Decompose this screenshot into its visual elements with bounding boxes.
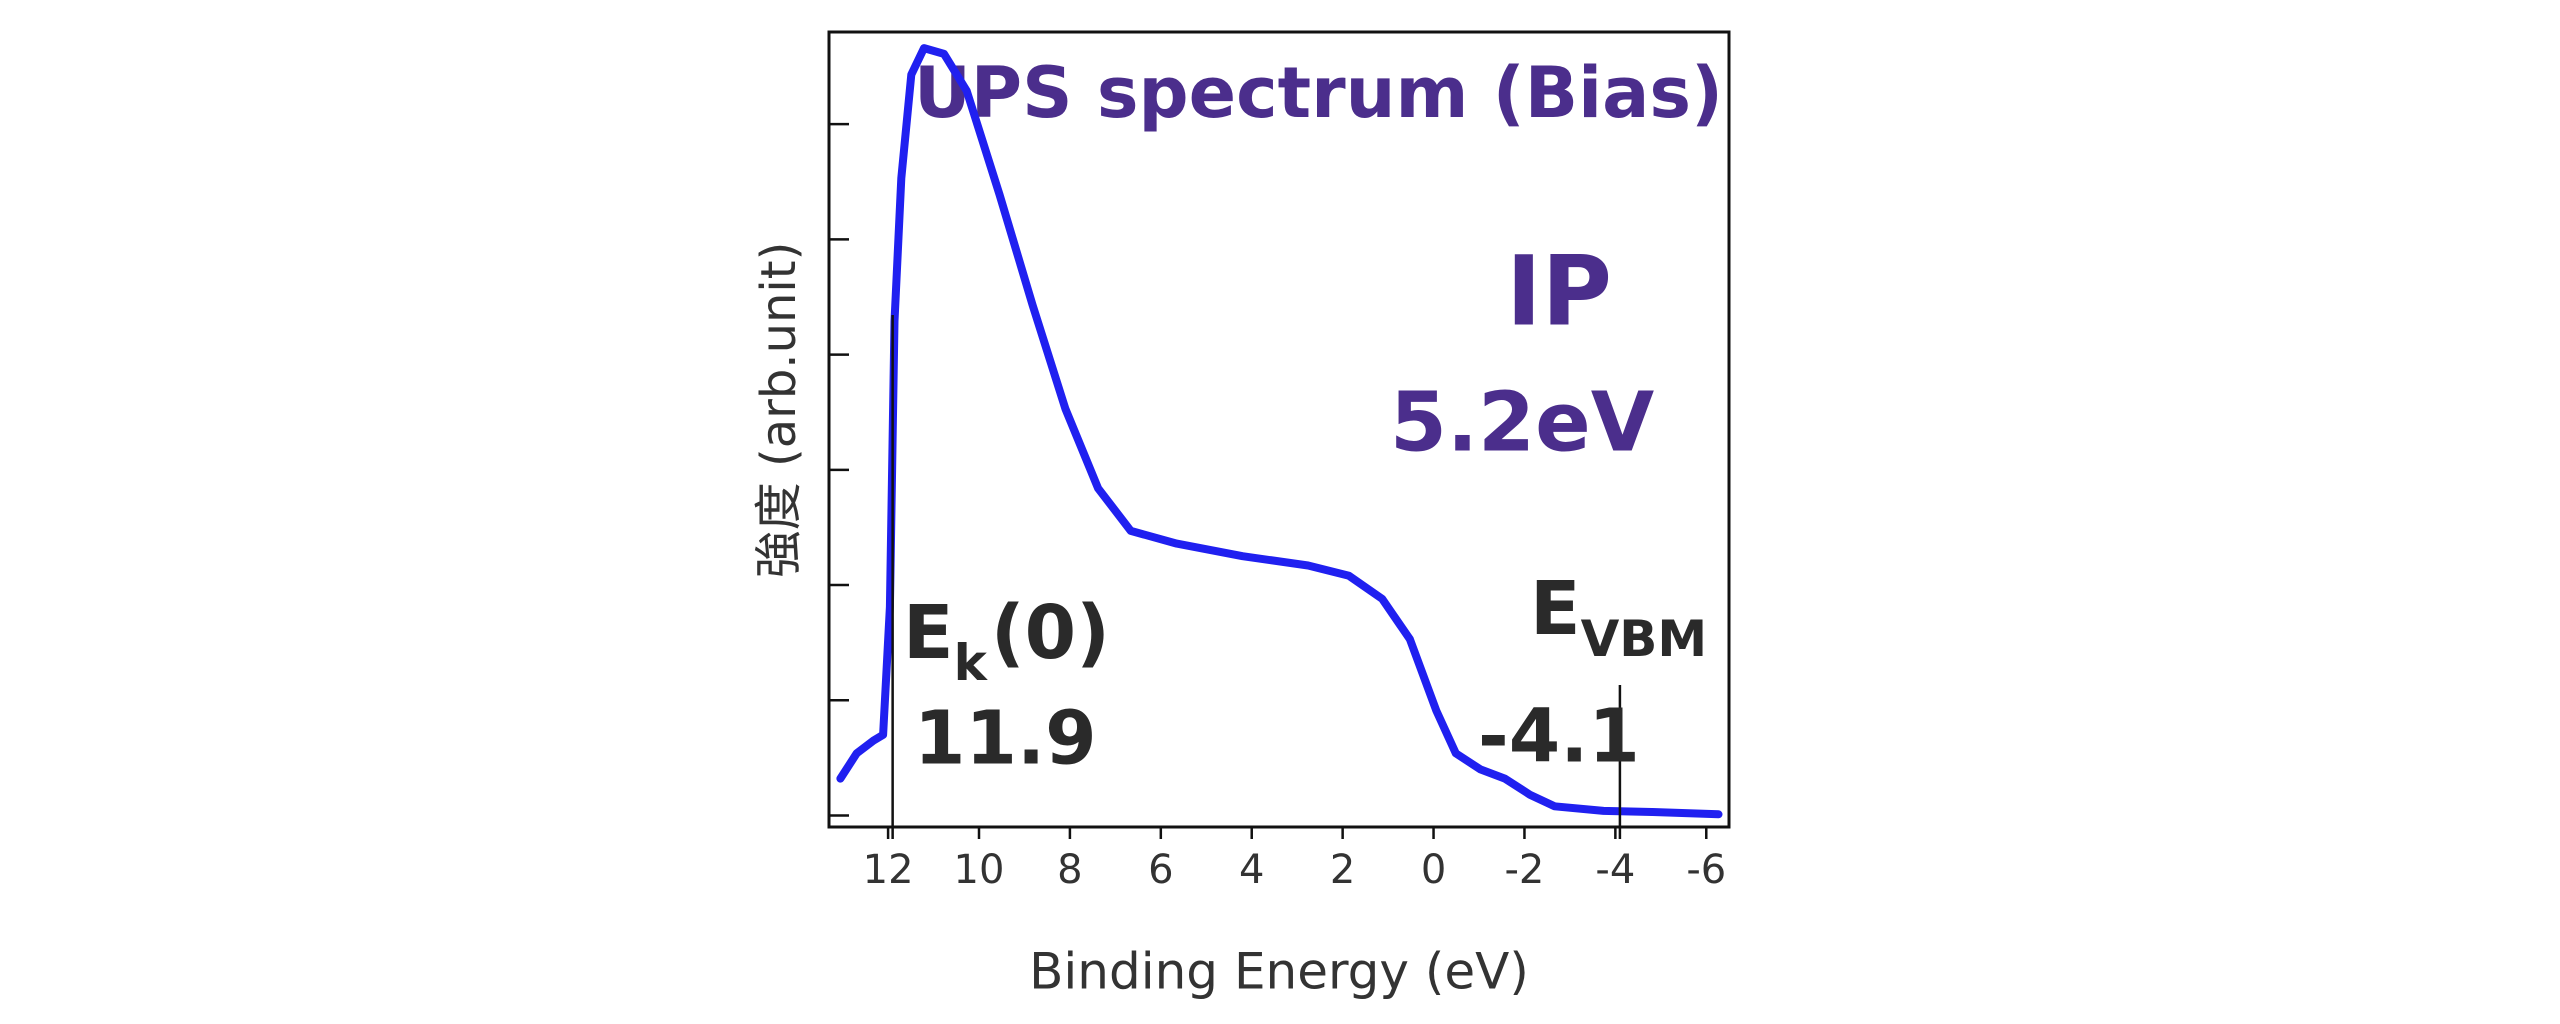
x-tick-label: 10 <box>954 847 1005 893</box>
ip-label: IP <box>1506 235 1612 347</box>
annotation-subscript: k <box>954 634 989 692</box>
annotation-label: Ek(0) <box>903 590 1110 692</box>
annotation-label: EVBM <box>1530 566 1707 668</box>
plot-frame <box>827 30 1731 829</box>
annotation-symbol: E <box>903 590 954 676</box>
annotation-suffix: (0) <box>991 590 1110 676</box>
y-axis-title: 強度 (arb.unit) <box>751 242 807 579</box>
ip-value: 5.2eV <box>1390 375 1655 470</box>
annotation-symbol: E <box>1530 566 1581 652</box>
x-axis-title: Binding Energy (eV) <box>1029 943 1529 1001</box>
x-tick-label: 0 <box>1421 847 1446 893</box>
x-tick-label: 8 <box>1057 847 1082 893</box>
annotation-value: 11.9 <box>914 696 1097 782</box>
annotation-subscript: VBM <box>1581 610 1708 668</box>
x-tick-label: 6 <box>1148 847 1173 893</box>
x-tick-label: 12 <box>863 847 914 893</box>
x-tick-label: -4 <box>1595 847 1635 893</box>
chart-title: UPS spectrum (Bias) <box>914 52 1723 134</box>
x-tick-label: 4 <box>1239 847 1264 893</box>
spectrum-line <box>836 44 1723 819</box>
annotation-value: -4.1 <box>1478 694 1640 780</box>
x-tick-label: 2 <box>1330 847 1355 893</box>
x-tick-label: -6 <box>1686 847 1726 893</box>
x-tick-label: -2 <box>1505 847 1545 893</box>
